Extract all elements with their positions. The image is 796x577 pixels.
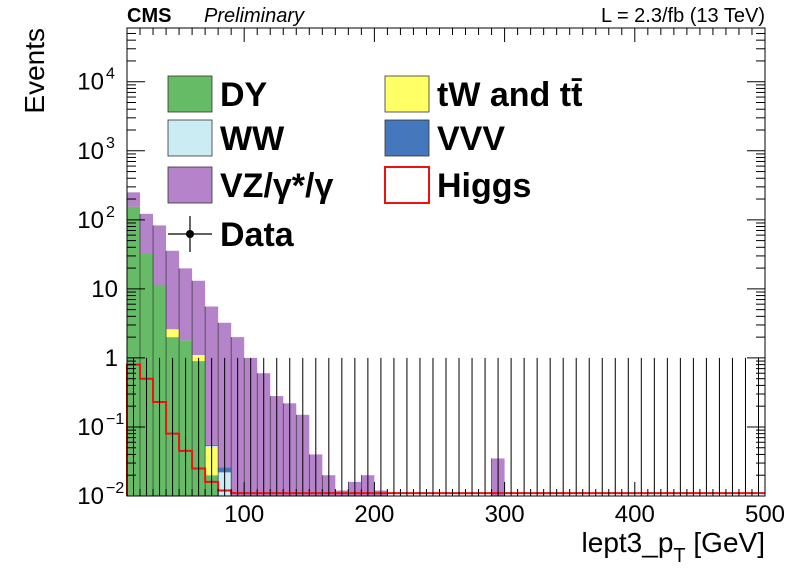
legend-label-ww: WW — [220, 120, 285, 158]
x-tick-label-500: 500 — [745, 501, 785, 528]
x-tick-label-300: 300 — [485, 501, 525, 528]
y-tick-exponent-1e−1: −1 — [106, 411, 124, 428]
y-tick-exponent-1e4: 4 — [106, 66, 115, 83]
legend-swatch-dy — [167, 75, 213, 113]
x-tick-label-400: 400 — [615, 501, 655, 528]
x-axis-label-subscript: T — [673, 545, 685, 567]
legend-swatch-vz — [167, 166, 213, 204]
x-axis-label: lept3_pT [GeV] — [582, 527, 765, 567]
bar-vz-30 — [153, 225, 167, 287]
legend-label-vz: VZ/γ*/γ — [220, 167, 333, 205]
legend-label-twandtt: tW and tt̄ — [437, 76, 583, 114]
x-axis-label-unit: [GeV] — [686, 527, 765, 558]
plot-frame — [126, 27, 766, 497]
legend-marker-dot — [186, 230, 194, 238]
luminosity-label: L = 2.3/fb (13 TeV) — [601, 5, 765, 27]
legend-label-data: Data — [220, 216, 295, 254]
y-tick-label-1e3: 10 — [77, 138, 104, 165]
bar-dy-10 — [127, 206, 141, 496]
y-tick-exponent-1e−2: −2 — [106, 480, 124, 497]
x-axis-label-main: lept3_p — [582, 527, 674, 558]
y-tick-label-1e−1: 10 — [77, 414, 104, 441]
legend-label-higgs: Higgs — [437, 167, 531, 205]
legend: DY tW and tt̄ WW VVV VZ/γ*/γ Higgs Data — [167, 75, 583, 254]
y-axis-label: Events — [19, 28, 50, 114]
x-tick-label-100: 100 — [224, 501, 264, 528]
legend-swatch-twandtt — [384, 75, 430, 113]
bar-vz-20 — [140, 213, 154, 254]
legend-swatch-vvv — [384, 119, 430, 157]
y-tick-label-10: 10 — [91, 276, 118, 303]
bar-twandtt-40 — [166, 329, 180, 338]
y-tick-exponent-1e3: 3 — [106, 135, 115, 152]
legend-label-dy: DY — [220, 76, 268, 114]
y-tick-exponent-1e2: 2 — [106, 204, 115, 221]
preliminary-label: Preliminary — [204, 5, 305, 27]
x-tick-label-200: 200 — [354, 501, 394, 528]
bar-vz-50 — [179, 268, 193, 341]
y-tick-label-1e4: 10 — [77, 69, 104, 96]
bar-vz-40 — [166, 250, 180, 330]
legend-swatch-higgs — [384, 166, 430, 204]
bar-vz-60 — [192, 280, 206, 356]
y-tick-label-1e2: 10 — [77, 207, 104, 234]
legend-swatch-ww — [167, 119, 213, 157]
y-tick-label-1e−2: 10 — [77, 483, 104, 510]
legend-label-vvv: VVV — [437, 120, 505, 158]
y-tick-label-1: 1 — [105, 345, 118, 372]
cms-label: CMS — [127, 5, 171, 27]
